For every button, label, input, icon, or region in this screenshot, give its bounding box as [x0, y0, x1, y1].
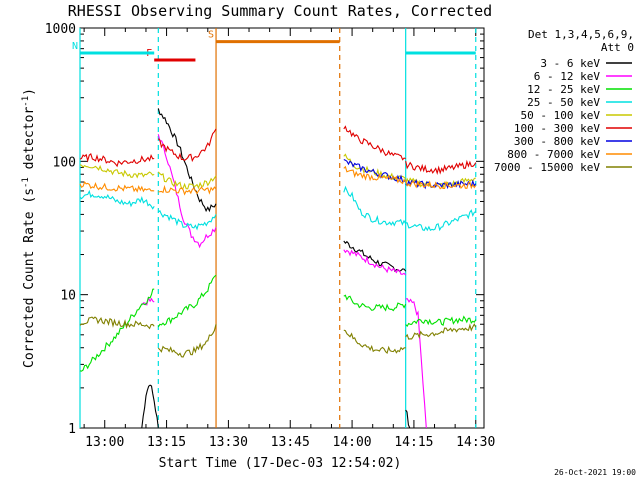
x-tick-label: 14:30: [456, 435, 495, 450]
series-line: [157, 108, 217, 213]
series-line: [157, 171, 217, 190]
y-tick-label: 100: [53, 155, 76, 170]
series-line: [79, 181, 155, 193]
y-axis-label: Corrected Count Rate (s-1 detector-1): [21, 88, 37, 368]
flag-label: N: [72, 41, 78, 52]
series-line: [157, 128, 217, 163]
series-line: [79, 152, 155, 168]
legend-label: 25 - 50 keV: [527, 96, 600, 109]
x-tick-label: 13:30: [209, 435, 248, 450]
chart-title: RHESSI Observing Summary Count Rates, Co…: [68, 2, 492, 20]
x-tick-label: 13:45: [271, 435, 310, 450]
series-line: [405, 409, 411, 429]
series-line: [343, 329, 406, 355]
series-line: [405, 323, 477, 340]
legend-label: 7000 - 15000 keV: [494, 161, 600, 174]
y-tick-label: 10: [60, 289, 76, 304]
series-line: [157, 209, 217, 231]
x-tick-label: 14:15: [394, 435, 433, 450]
x-tick-label: 13:00: [85, 435, 124, 450]
series-line: [405, 298, 427, 429]
series-line: [79, 164, 155, 179]
y-axis-label-sup2: -1: [21, 96, 31, 107]
series-lines: [79, 108, 477, 429]
x-tick-label: 13:15: [147, 435, 186, 450]
x-tick-label: 14:00: [333, 435, 372, 450]
series-line: [343, 153, 407, 181]
legend-label: 100 - 300 keV: [514, 122, 600, 135]
series-line: [343, 165, 407, 185]
flag-bars: FNS: [72, 30, 476, 62]
series-line: [141, 384, 159, 429]
series-line: [343, 185, 407, 227]
legend-label: 12 - 25 keV: [527, 83, 600, 96]
series-line: [405, 209, 477, 232]
series-line: [79, 189, 155, 210]
series-line: [405, 159, 477, 176]
x-axis-label: Start Time (17-Dec-03 12:54:02): [159, 456, 402, 471]
series-line: [343, 125, 406, 161]
y-axis-ticks: 1 10 100 1000: [45, 22, 484, 437]
legend-label: 3 - 6 keV: [540, 57, 600, 70]
series-line: [79, 288, 155, 372]
series-line: [157, 274, 217, 328]
y-axis-label-end: ): [22, 88, 37, 96]
y-axis-label-mid: detector: [22, 107, 37, 178]
legend-header-detectors: Det 1,3,4,5,6,9,: [528, 28, 634, 41]
series-line: [405, 315, 477, 328]
series-line: [157, 324, 217, 358]
y-axis-label-main: Corrected Count Rate (s: [22, 188, 37, 368]
y-axis-label-sup1: -1: [21, 177, 31, 188]
series-line: [343, 294, 407, 312]
series-line: [157, 134, 217, 249]
plot-frame: [79, 27, 485, 429]
series-line: [343, 158, 406, 183]
legend-label: 800 - 7000 keV: [507, 148, 600, 161]
legend-label: 6 - 12 keV: [534, 70, 601, 83]
y-tick-label: 1: [68, 422, 76, 437]
series-line: [79, 316, 155, 330]
series-line: [405, 180, 477, 190]
legend-label: 50 - 100 keV: [521, 109, 601, 122]
timestamp: 26-Oct-2021 19:00: [554, 468, 636, 477]
legend-label: 300 - 800 keV: [514, 135, 600, 148]
y-tick-label: 1000: [45, 22, 76, 37]
series-line: [343, 249, 407, 276]
plot-area: [79, 27, 485, 429]
marker-lines: [79, 28, 477, 428]
flag-label: S: [208, 30, 214, 41]
legend-header-attenuator: Att 0: [601, 41, 634, 54]
x-axis-ticks: 13:00 13:15 13:30 13:45 14:00 14:15 14:30: [83, 28, 495, 450]
series-line: [158, 184, 217, 196]
